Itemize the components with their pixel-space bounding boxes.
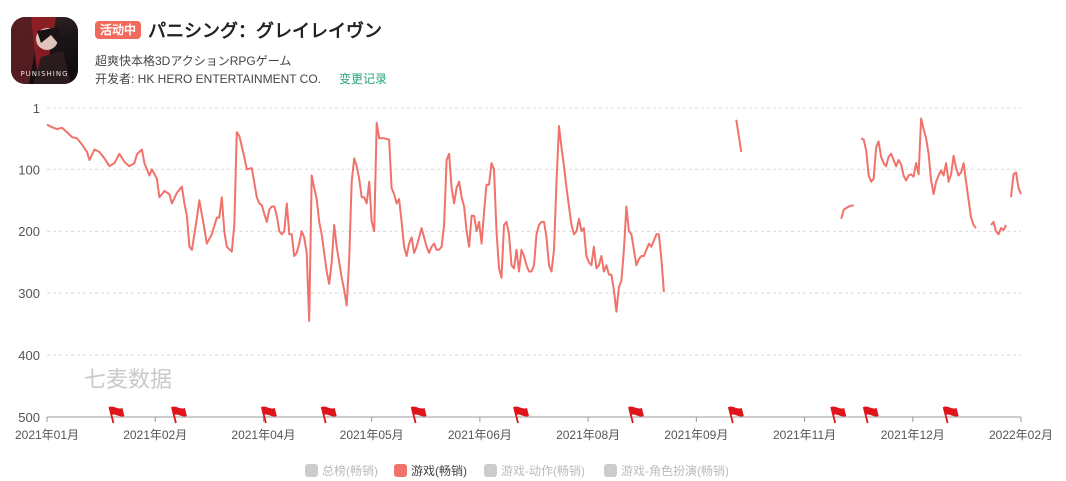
event-flag-icon[interactable] <box>108 406 125 424</box>
change-log-link[interactable]: 变更记录 <box>339 72 388 86</box>
chart-series <box>46 117 1022 322</box>
series-line-games <box>735 119 743 153</box>
x-tick-label: 2021年02月 <box>123 428 187 442</box>
event-flag-icon[interactable] <box>830 406 847 424</box>
x-axis: 2021年01月 2021年02月 2021年04月 2021年05月 2021年06月… <box>15 416 1053 442</box>
event-flag-icon[interactable] <box>727 406 744 424</box>
event-flag-icon[interactable] <box>862 406 879 424</box>
y-tick-label: 400 <box>18 348 40 363</box>
flag-cloth <box>261 406 277 417</box>
event-flag-icon[interactable] <box>942 406 959 424</box>
flag-cloth <box>321 406 337 417</box>
event-flag-icon[interactable] <box>410 406 427 424</box>
legend-label-games: 游戏(畅销) <box>411 464 467 478</box>
legend-label-action: 游戏-动作(畅销) <box>501 464 585 478</box>
chart-grid <box>47 107 1021 356</box>
series-line-games <box>1010 171 1022 198</box>
legend-item-games[interactable]: 游戏(畅销) <box>394 462 467 478</box>
flag-cloth <box>171 406 187 417</box>
flag-cloth <box>411 406 427 417</box>
flag-cloth <box>863 406 879 417</box>
app-subtitle: 超爽快本格3DアクションRPGゲーム <box>95 54 292 68</box>
flag-cloth <box>109 406 125 417</box>
x-tick-label: 2021年01月 <box>15 428 79 442</box>
x-tick-label: 2021年09月 <box>664 428 728 442</box>
y-axis-ticks: 1 100 200 300 400 500 <box>18 101 40 425</box>
x-tick-label: 2021年06月 <box>448 428 512 442</box>
legend-item-overall[interactable]: 总榜(畅销) <box>305 462 378 478</box>
app-icon-art <box>11 17 71 84</box>
flag-cloth <box>728 406 744 417</box>
chart-legend: 总榜(畅销) 游戏(畅销) 游戏-动作(畅销) 游戏-角色扮演(畅销) <box>0 460 1066 480</box>
legend-label-overall: 总榜(畅销) <box>322 464 378 478</box>
event-flag-icon[interactable] <box>628 406 644 424</box>
flag-cloth <box>628 406 644 417</box>
developer-label: 开发者: HK HERO ENTERTAINMENT CO. <box>95 72 322 86</box>
legend-swatch-action <box>484 464 497 477</box>
app-title: パニシング：グレイレイヴン <box>148 21 382 41</box>
flag-cloth <box>831 406 847 417</box>
series-line-games <box>860 117 977 229</box>
y-tick-label: 300 <box>18 286 40 301</box>
flag-cloth <box>514 406 529 417</box>
watermark: 七麦数据 <box>84 367 172 392</box>
y-tick-label: 1 <box>33 101 40 116</box>
status-badge: 活动中 <box>95 21 142 39</box>
legend-label-rpg: 游戏-角色扮演(畅销) <box>621 464 729 478</box>
flag-cloth <box>943 406 959 417</box>
event-flag-icon[interactable] <box>171 406 187 424</box>
x-tick-label: 2021年05月 <box>340 428 404 442</box>
event-flag-icon[interactable] <box>513 406 529 424</box>
event-flag-icon[interactable] <box>320 406 337 424</box>
legend-swatch-rpg <box>604 464 617 477</box>
event-flags <box>108 406 959 424</box>
app-header: PUNISHING 活动中 パニシング：グレイレイヴン 超爽快本格3Dアクション… <box>0 0 1066 96</box>
legend-swatch-games <box>394 464 407 477</box>
app-icon: PUNISHING <box>11 17 78 84</box>
event-flag-icon[interactable] <box>260 406 277 424</box>
app-icon-label: PUNISHING <box>20 70 69 78</box>
series-line-games <box>990 220 1007 236</box>
x-tick-label: 2021年04月 <box>231 428 295 442</box>
legend-item-action[interactable]: 游戏-动作(畅销) <box>484 462 585 478</box>
legend-swatch-overall <box>305 464 318 477</box>
legend-item-rpg[interactable]: 游戏-角色扮演(畅销) <box>604 462 729 478</box>
x-tick-label: 2022年02月 <box>989 428 1053 442</box>
y-tick-label: 100 <box>18 162 40 177</box>
x-tick-label: 2021年12月 <box>881 428 945 442</box>
y-tick-label: 200 <box>18 224 40 239</box>
x-tick-label: 2021年11月 <box>773 428 836 442</box>
x-tick-label: 2021年08月 <box>556 428 620 442</box>
series-line-games <box>46 121 665 322</box>
series-line-games <box>840 204 854 220</box>
y-tick-label: 500 <box>18 410 40 425</box>
